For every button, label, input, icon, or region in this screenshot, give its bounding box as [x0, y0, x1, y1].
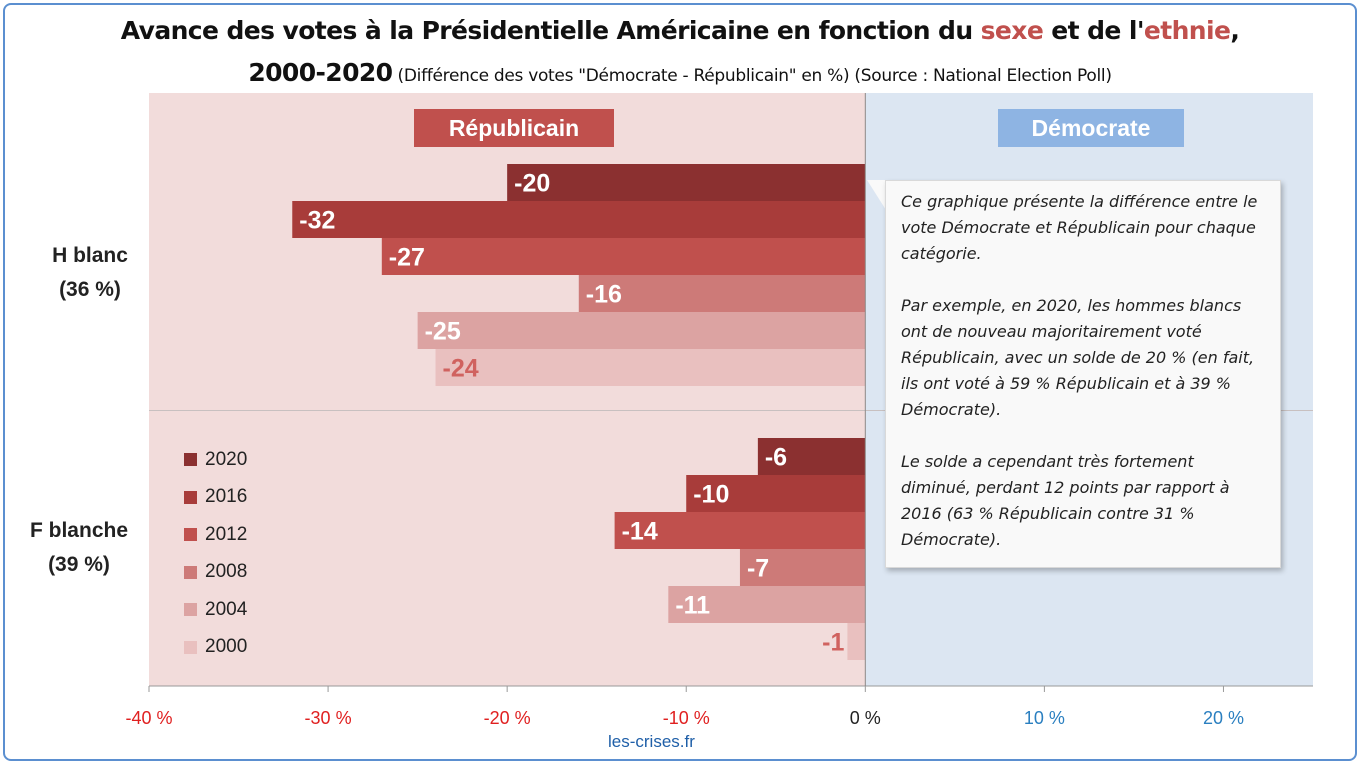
- bar: [757, 438, 866, 475]
- bar: [381, 238, 866, 275]
- note-paragraph: Ce graphique présente la différence entr…: [901, 192, 1258, 263]
- x-tick-label: -40 %: [125, 708, 172, 728]
- legend-label: 2004: [205, 598, 248, 620]
- bar-value-label: -7: [747, 555, 769, 583]
- bar: [417, 312, 866, 349]
- legend-swatch: [184, 565, 197, 579]
- legend-item: 2012: [184, 516, 247, 554]
- x-tick-label: 10 %: [1024, 708, 1065, 728]
- bar: [578, 275, 866, 312]
- group-share: (39 %): [48, 553, 110, 576]
- legend-item: 2016: [184, 479, 247, 517]
- bar: [292, 201, 866, 238]
- legend-item: 2000: [184, 629, 247, 667]
- chart-subtitle: 2000-2020 (Différence des votes "Démocra…: [0, 58, 1360, 87]
- group-label-h-blanc: H blanc (36 %): [20, 239, 160, 307]
- source-credit: les-crises.fr: [608, 732, 695, 751]
- bar: [435, 349, 866, 386]
- bar: [507, 164, 866, 201]
- chart-legend: 2020 2016 2012 2008 2004 2000: [184, 441, 247, 666]
- group-share: (36 %): [59, 278, 121, 301]
- legend-item: 2020: [184, 441, 247, 479]
- x-tick-label: 20 %: [1203, 708, 1244, 728]
- bar-value-label: -6: [765, 444, 787, 472]
- legend-swatch: [184, 490, 197, 504]
- bar-value-label: -32: [299, 207, 335, 235]
- republican-tag: Républicain: [414, 109, 614, 147]
- note-paragraph: Le solde a cependant très fortement dimi…: [901, 452, 1230, 549]
- x-tick-label: -30 %: [305, 708, 352, 728]
- title-part-b: et de l': [1043, 16, 1144, 45]
- group-name: H blanc: [52, 244, 128, 267]
- group-label-f-blanche: F blanche (39 %): [9, 514, 149, 582]
- bar: [847, 623, 866, 660]
- bar: [614, 512, 866, 549]
- legend-label: 2008: [205, 561, 248, 583]
- democrat-tag: Démocrate: [998, 109, 1184, 147]
- bar: [668, 586, 866, 623]
- bar-value-label: -27: [389, 244, 425, 272]
- legend-swatch: [184, 640, 197, 654]
- bar: [686, 475, 866, 512]
- bar-value-label: -16: [586, 281, 622, 309]
- legend-label: 2012: [205, 523, 248, 545]
- x-tick-label: -20 %: [484, 708, 531, 728]
- bar-value-label: -24: [443, 355, 479, 383]
- legend-swatch: [184, 528, 197, 542]
- group-divider: [149, 410, 1313, 411]
- subtitle-text: (Différence des votes "Démocrate - Répub…: [392, 66, 1112, 86]
- x-tick-label: 0 %: [850, 708, 881, 728]
- legend-label: 2016: [205, 486, 248, 508]
- bar-value-label: -14: [622, 518, 658, 546]
- legend-swatch: [184, 603, 197, 617]
- bar-value-label: -20: [514, 170, 550, 198]
- title-word-ethnie: ethnie: [1143, 16, 1231, 45]
- chart-title: Avance des votes à la Présidentielle Amé…: [0, 16, 1360, 45]
- subtitle-years: 2000-2020: [248, 58, 393, 87]
- bar-value-label: -25: [425, 318, 461, 346]
- legend-item: 2004: [184, 591, 247, 629]
- legend-label: 2020: [205, 448, 248, 470]
- group-name: F blanche: [29, 519, 129, 542]
- note-paragraph: Par exemple, en 2020, les hommes blancs …: [901, 296, 1255, 419]
- x-tick-label: -10 %: [663, 708, 710, 728]
- bar-value-label: -10: [693, 481, 729, 509]
- legend-item: 2008: [184, 554, 247, 592]
- bar-value-label: -1: [822, 629, 844, 657]
- bar-value-label: -11: [675, 592, 710, 620]
- title-word-sexe: sexe: [980, 16, 1044, 45]
- explanation-note: Ce graphique présente la différence entr…: [885, 180, 1281, 568]
- note-pointer: [867, 180, 886, 210]
- title-part-c: ,: [1230, 16, 1240, 45]
- bar: [739, 549, 866, 586]
- legend-swatch: [184, 453, 197, 467]
- title-part-a: Avance des votes à la Présidentielle Amé…: [120, 16, 981, 45]
- legend-label: 2000: [205, 636, 248, 658]
